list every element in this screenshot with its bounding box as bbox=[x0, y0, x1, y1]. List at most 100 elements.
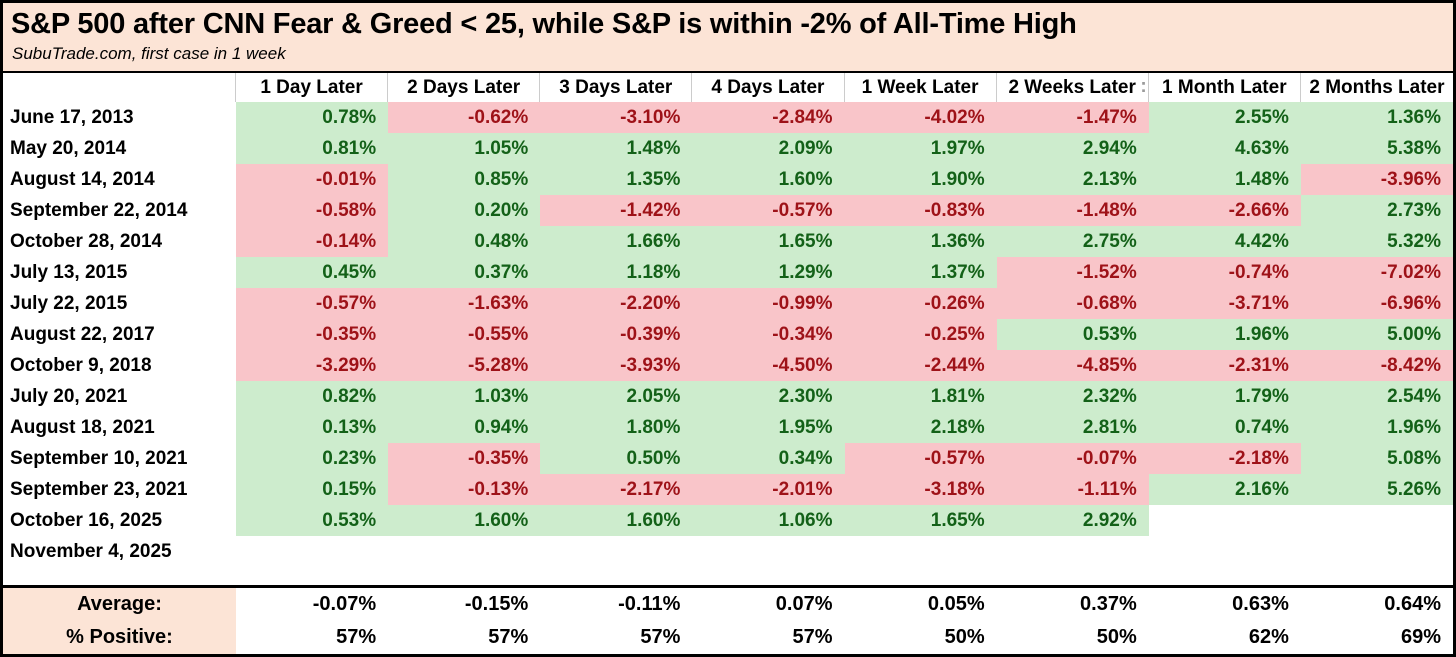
empty-filler-row bbox=[3, 567, 1453, 585]
value-cell: 1.29% bbox=[692, 257, 845, 288]
percent-positive-value-cell: 50% bbox=[844, 621, 997, 654]
value-cell: -0.57% bbox=[692, 195, 845, 226]
value-cell: 2.09% bbox=[692, 133, 845, 164]
value-cell: -1.48% bbox=[996, 195, 1149, 226]
value-cell: 1.81% bbox=[844, 381, 997, 412]
value-cell: -2.01% bbox=[692, 474, 845, 505]
value-cell: -1.42% bbox=[540, 195, 693, 226]
value-cell: -0.74% bbox=[1148, 257, 1301, 288]
value-cell: 5.26% bbox=[1300, 474, 1453, 505]
column-header-label: 3 Days Later bbox=[559, 76, 673, 98]
average-value-cell: -0.11% bbox=[540, 588, 693, 621]
value-cell: -0.34% bbox=[692, 319, 845, 350]
value-cell: 1.03% bbox=[388, 381, 541, 412]
value-cell: 1.96% bbox=[1148, 319, 1301, 350]
percent-positive-value-cell: 62% bbox=[1148, 621, 1301, 654]
performance-table: 1 Day Later 2 Days Later 3 Days Later 4 Day… bbox=[3, 73, 1453, 654]
value-cell: -0.99% bbox=[692, 288, 845, 319]
table-row: July 20, 2021 0.82% 1.03% 2.05% 2.30% 1.81% 2.… bbox=[3, 381, 1453, 412]
value-cell: 5.00% bbox=[1300, 319, 1453, 350]
value-cell: -0.83% bbox=[844, 195, 997, 226]
value-cell: -2.20% bbox=[540, 288, 693, 319]
row-date-label: September 23, 2021 bbox=[3, 474, 236, 505]
row-date-label: July 22, 2015 bbox=[3, 288, 236, 319]
average-row: Average: -0.07% -0.15% -0.11% 0.07% 0.05% 0.37… bbox=[3, 588, 1453, 621]
value-cell: -3.71% bbox=[1148, 288, 1301, 319]
value-cell-empty bbox=[1148, 536, 1301, 567]
value-cell: -0.35% bbox=[388, 443, 541, 474]
value-cell: -1.63% bbox=[388, 288, 541, 319]
value-cell: 5.08% bbox=[1300, 443, 1453, 474]
percent-positive-value-cell: 57% bbox=[540, 621, 693, 654]
value-cell: -3.93% bbox=[540, 350, 693, 381]
average-value-cell: 0.37% bbox=[996, 588, 1149, 621]
page-title: S&P 500 after CNN Fear & Greed < 25, whi… bbox=[11, 8, 1077, 40]
value-cell: 1.48% bbox=[540, 133, 693, 164]
value-cell: 1.05% bbox=[388, 133, 541, 164]
value-cell: -0.13% bbox=[388, 474, 541, 505]
value-cell: 1.90% bbox=[844, 164, 997, 195]
value-cell: 2.54% bbox=[1300, 381, 1453, 412]
value-cell-empty bbox=[388, 536, 541, 567]
value-cell: -3.96% bbox=[1300, 164, 1453, 195]
value-cell: -2.17% bbox=[540, 474, 693, 505]
row-date-label: July 13, 2015 bbox=[3, 257, 236, 288]
column-header-label: 2 Days Later bbox=[407, 76, 521, 98]
average-value-cell: 0.05% bbox=[844, 588, 997, 621]
value-cell: 0.48% bbox=[388, 226, 541, 257]
column-header: 2 Weeks Later: bbox=[996, 73, 1149, 102]
value-cell: 1.60% bbox=[388, 505, 541, 536]
value-cell: 1.48% bbox=[1148, 164, 1301, 195]
value-cell: 2.30% bbox=[692, 381, 845, 412]
value-cell: -0.25% bbox=[844, 319, 997, 350]
value-cell: -0.26% bbox=[844, 288, 997, 319]
value-cell: 2.73% bbox=[1300, 195, 1453, 226]
value-cell: 0.74% bbox=[1148, 412, 1301, 443]
table-row: October 16, 2025 0.53% 1.60% 1.60% 1.06% 1.65… bbox=[3, 505, 1453, 536]
table-row: May 20, 2014 0.81% 1.05% 1.48% 2.09% 1.97% 2.9… bbox=[3, 133, 1453, 164]
average-value-cell: 0.64% bbox=[1300, 588, 1453, 621]
column-header-label: 1 Day Later bbox=[260, 76, 363, 98]
value-cell: 2.92% bbox=[996, 505, 1149, 536]
table-row: October 28, 2014 -0.14% 0.48% 1.66% 1.65% 1.3… bbox=[3, 226, 1453, 257]
column-header: 1 Month Later bbox=[1148, 73, 1301, 102]
value-cell: 0.82% bbox=[236, 381, 389, 412]
row-date-label: August 22, 2017 bbox=[3, 319, 236, 350]
value-cell: 2.05% bbox=[540, 381, 693, 412]
row-date-label: June 17, 2013 bbox=[3, 102, 236, 133]
value-cell-empty bbox=[996, 536, 1149, 567]
value-cell: -4.02% bbox=[844, 102, 997, 133]
value-cell: 2.13% bbox=[996, 164, 1149, 195]
table-row: October 9, 2018 -3.29% -5.28% -3.93% -4.50% -… bbox=[3, 350, 1453, 381]
percent-positive-value-cell: 57% bbox=[388, 621, 541, 654]
column-header-label: 4 Days Later bbox=[711, 76, 825, 98]
row-date-label: October 9, 2018 bbox=[3, 350, 236, 381]
value-cell-empty bbox=[540, 536, 693, 567]
value-cell: -3.18% bbox=[844, 474, 997, 505]
value-cell: 4.42% bbox=[1148, 226, 1301, 257]
title-block: S&P 500 after CNN Fear & Greed < 25, whi… bbox=[3, 3, 1453, 73]
percent-positive-value-cell: 50% bbox=[996, 621, 1149, 654]
value-cell: -0.01% bbox=[236, 164, 389, 195]
page-subtitle: SubuTrade.com, first case in 1 week bbox=[12, 43, 286, 63]
percent-positive-value-cell: 57% bbox=[692, 621, 845, 654]
value-cell: 0.23% bbox=[236, 443, 389, 474]
value-cell: 0.78% bbox=[236, 102, 389, 133]
value-cell: 1.18% bbox=[540, 257, 693, 288]
row-date-label: November 4, 2025 bbox=[3, 536, 236, 567]
value-cell: -6.96% bbox=[1300, 288, 1453, 319]
value-cell: 1.60% bbox=[692, 164, 845, 195]
row-date-label: September 10, 2021 bbox=[3, 443, 236, 474]
percent-positive-row-label: % Positive: bbox=[3, 621, 236, 654]
clipped-overflow-mark: : bbox=[1140, 76, 1147, 97]
table-row: September 23, 2021 0.15% -0.13% -2.17% -2.01… bbox=[3, 474, 1453, 505]
value-cell: -4.50% bbox=[692, 350, 845, 381]
value-cell: -0.57% bbox=[236, 288, 389, 319]
value-cell: -0.68% bbox=[996, 288, 1149, 319]
value-cell: 0.37% bbox=[388, 257, 541, 288]
value-cell: 1.65% bbox=[844, 505, 997, 536]
value-cell: 1.79% bbox=[1148, 381, 1301, 412]
value-cell: 2.16% bbox=[1148, 474, 1301, 505]
percent-positive-value-cell: 69% bbox=[1300, 621, 1453, 654]
